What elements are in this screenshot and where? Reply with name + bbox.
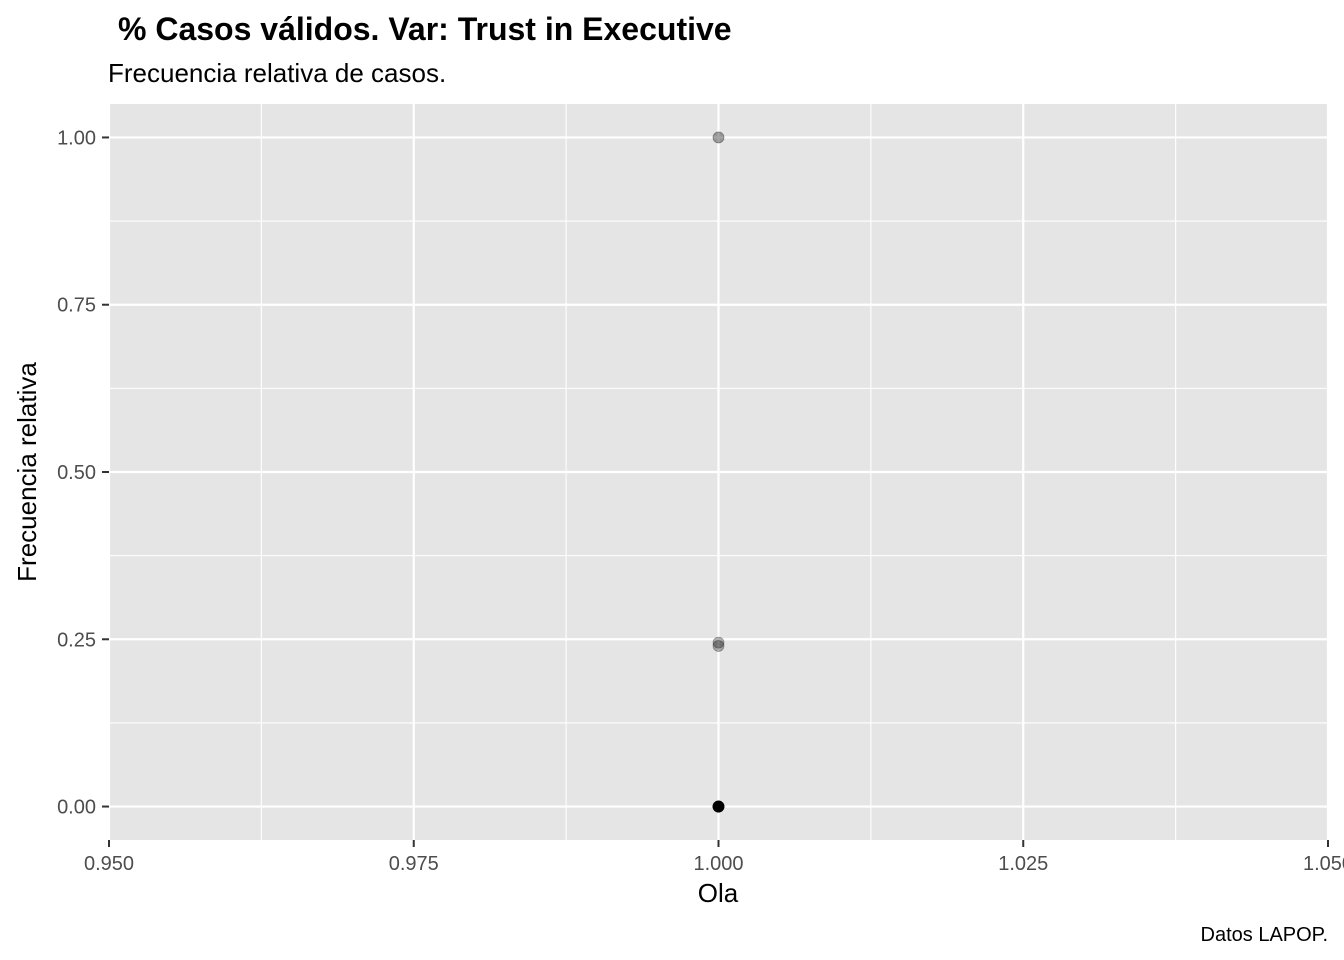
y-axis: 0.00 0.25 0.50 0.75 1.00	[57, 127, 109, 819]
x-tick-label: 1.050	[1303, 853, 1344, 875]
data-point	[712, 131, 725, 144]
chart-caption: Datos LAPOP.	[1201, 924, 1328, 946]
y-axis-title: Frecuencia relativa	[12, 362, 42, 582]
chart-title: % Casos válidos. Var: Trust in Executive	[118, 11, 732, 47]
chart-subtitle: Frecuencia relativa de casos.	[108, 58, 446, 88]
data-point	[712, 640, 725, 652]
y-tick-label: 0.25	[57, 629, 96, 651]
y-tick-label: 0.00	[57, 797, 96, 819]
y-tick-label: 0.75	[57, 295, 96, 317]
x-tick-label: 1.025	[998, 853, 1048, 875]
data-points	[712, 131, 725, 813]
data-point	[712, 800, 725, 813]
x-axis-title: Ola	[698, 878, 739, 908]
x-tick-label: 1.000	[693, 853, 743, 875]
y-tick-label: 1.00	[57, 127, 96, 149]
x-tick-label: 0.975	[389, 853, 439, 875]
y-tick-label: 0.50	[57, 462, 96, 484]
data-point	[712, 636, 725, 649]
x-axis: 0.950 0.975 1.000 1.025 1.050	[84, 840, 1344, 875]
x-tick-label: 0.950	[84, 853, 134, 875]
